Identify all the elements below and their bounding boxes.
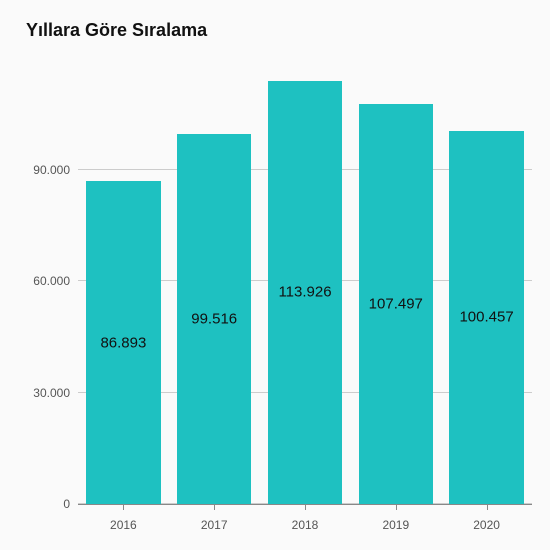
y-tick-label: 90.000 [20, 163, 70, 177]
bar-value-label: 100.457 [449, 309, 523, 326]
bar: 100.457 [449, 131, 523, 504]
x-tick [396, 504, 397, 510]
chart-container: Yıllara Göre Sıralama 0 30.000 60.000 90.00… [0, 0, 550, 550]
bar: 99.516 [177, 134, 251, 504]
y-tick-label: 60.000 [20, 274, 70, 288]
x-tick-label: 2018 [292, 518, 319, 532]
x-tick [214, 504, 215, 510]
y-tick-label: 0 [20, 497, 70, 511]
x-tick [305, 504, 306, 510]
bar-value-label: 86.893 [86, 334, 160, 351]
x-tick [487, 504, 488, 510]
bar-slot: 99.516 [169, 58, 260, 504]
bars-group: 86.893 99.516 113.926 107.497 100.457 [78, 58, 532, 504]
chart-title: Yıllara Göre Sıralama [26, 20, 530, 41]
y-tick-label: 30.000 [20, 386, 70, 400]
x-tick-label: 2016 [110, 518, 137, 532]
bar-value-label: 99.516 [177, 311, 251, 328]
bar-slot: 113.926 [260, 58, 351, 504]
bar: 113.926 [268, 81, 342, 504]
bar-slot: 100.457 [441, 58, 532, 504]
bar-value-label: 113.926 [268, 284, 342, 301]
bar: 107.497 [359, 104, 433, 504]
plot-area: 030.00060.00090.00086.89399.516113.92610… [78, 58, 532, 504]
bar-slot: 86.893 [78, 58, 169, 504]
bar-value-label: 107.497 [359, 296, 433, 313]
x-tick [123, 504, 124, 510]
bar: 86.893 [86, 181, 160, 504]
x-tick-label: 2017 [201, 518, 228, 532]
bar-slot: 107.497 [350, 58, 441, 504]
x-tick-label: 2019 [382, 518, 409, 532]
x-tick-label: 2020 [473, 518, 500, 532]
